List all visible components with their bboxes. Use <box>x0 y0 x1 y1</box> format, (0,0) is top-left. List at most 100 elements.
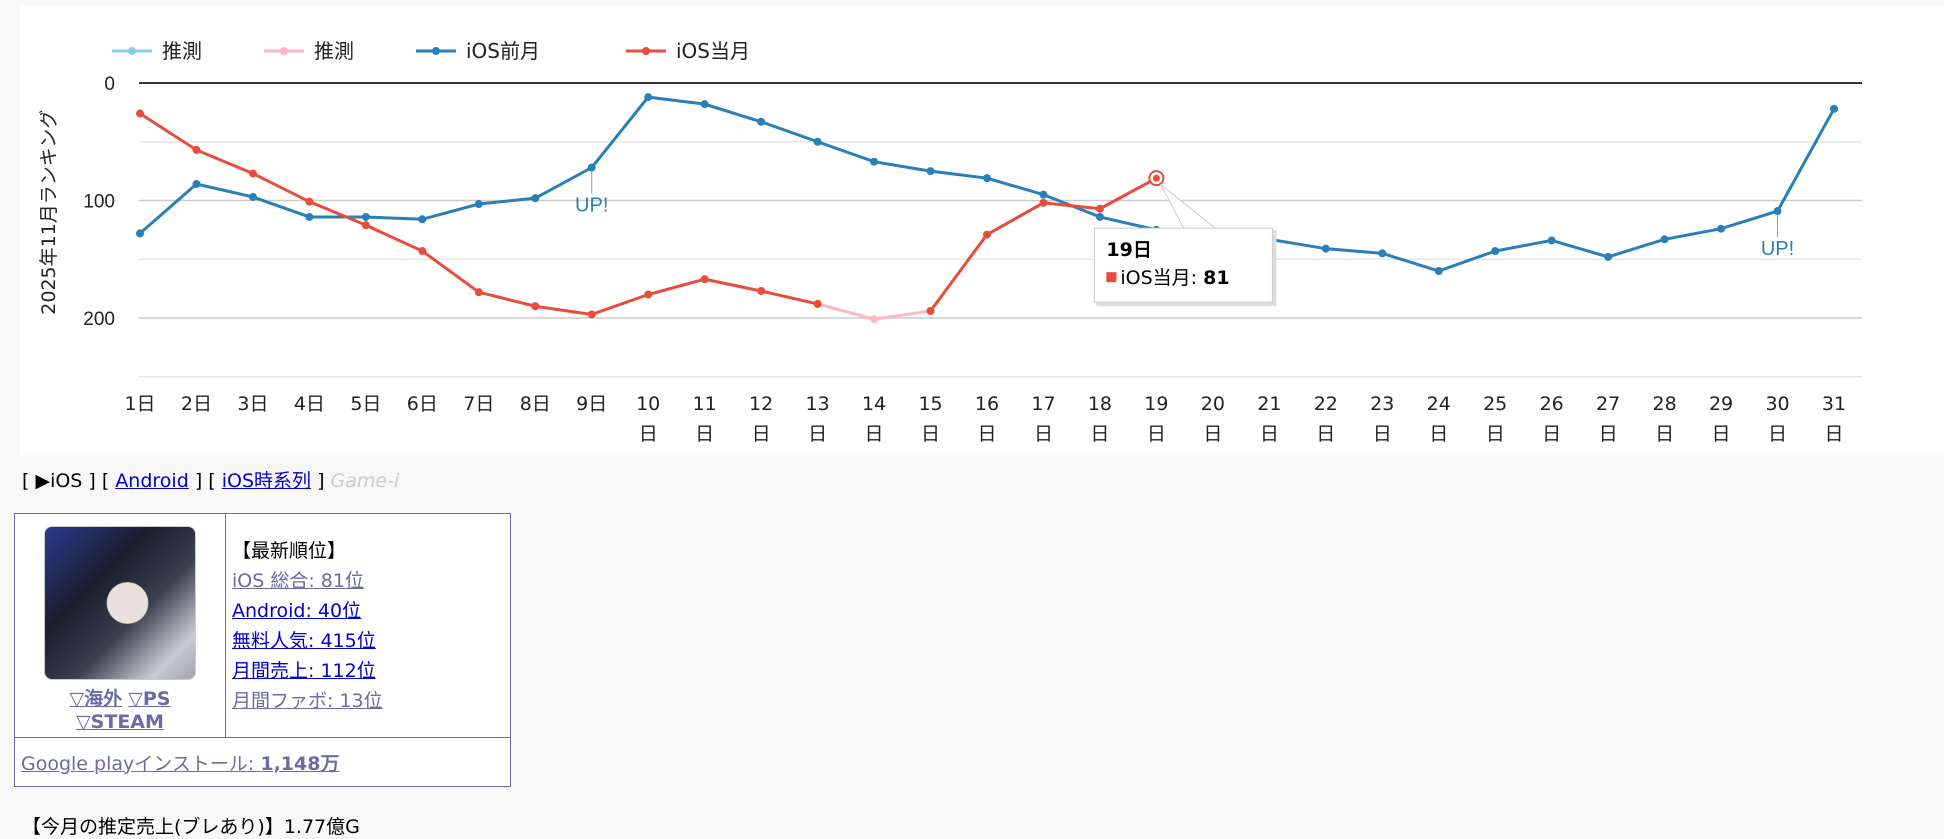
x-tick-text: 6日 <box>407 393 438 415</box>
latest-rank-cell: 【最新順位】 iOS 総合: 81位 Android: 40位 無料人気: 41… <box>225 513 511 738</box>
overseas-link[interactable]: ▽海外 <box>69 688 123 710</box>
rank-monthly-sales-link[interactable]: 月間売上: 112位 <box>232 659 376 682</box>
install-value: 1,148万 <box>260 752 340 775</box>
x-tick-text: 27 <box>1596 393 1620 415</box>
data-point-iOS前月 <box>1660 235 1669 244</box>
x-tick-label: 25 日 <box>1483 393 1507 445</box>
tooltip-focus-point <box>1152 174 1160 182</box>
x-tick-text: 16 <box>975 393 999 415</box>
x-tick-label: 24 日 <box>1427 393 1451 445</box>
data-point-iOS前月 <box>926 167 935 176</box>
x-tick-label: 17 日 <box>1031 393 1055 445</box>
x-tick-text: 日 <box>1034 423 1053 445</box>
bracket: ] <box>311 470 331 492</box>
latest-rank-heading: 【最新順位】 <box>232 539 347 562</box>
data-point-iOS前月 <box>1830 104 1838 113</box>
x-tick-text: 日 <box>1316 423 1335 445</box>
x-tick-label: 2日 <box>181 393 212 415</box>
data-point-iOS当月 <box>136 109 144 118</box>
legend-label: 推測 <box>162 39 202 63</box>
legend-label: 推測 <box>314 39 354 63</box>
x-tick-label: 29 日 <box>1709 393 1733 445</box>
x-tick-text: 11 <box>693 393 717 415</box>
ps-link[interactable]: ▽PS <box>128 688 171 710</box>
x-tick-label: 4日 <box>294 393 325 415</box>
x-tick-text: 14 <box>862 393 886 415</box>
data-point-iOS前月 <box>870 157 879 166</box>
nav-ios-timeseries-link[interactable]: iOS時系列 <box>221 470 312 492</box>
data-point-iOS当月 <box>361 221 370 230</box>
data-point-iOS当月 <box>474 288 483 297</box>
rank-monthly-fav-link[interactable]: 月間ファボ: 13位 <box>232 689 383 712</box>
data-point-iOS前月 <box>1604 252 1613 261</box>
x-tick-text: 18 <box>1088 393 1112 415</box>
rank-android-link[interactable]: Android: 40位 <box>232 599 362 622</box>
legend-marker <box>280 47 288 55</box>
bracket: ] [ <box>82 470 116 492</box>
x-tick-text: 28 <box>1653 393 1677 415</box>
x-tick-label: 7日 <box>463 393 494 415</box>
x-tick-text: 10 <box>636 393 660 415</box>
x-tick-text: 21 <box>1257 393 1281 415</box>
series-line-iOS前月 <box>139 95 1836 273</box>
platform-nav: [ ▶iOS ] [ Android ] [ iOS時系列 ] Game-i <box>22 466 399 493</box>
region-links: ▽海外 ▽PS ▽STEAM <box>16 684 224 733</box>
rank-ios-total-link[interactable]: iOS 総合: 81位 <box>232 569 364 592</box>
data-point-iOS前月 <box>1095 212 1104 221</box>
data-point-iOS当月 <box>531 302 540 311</box>
x-tick-text: 日 <box>1429 423 1448 445</box>
x-tick-text: 日 <box>1260 423 1279 445</box>
data-point-iOS前月 <box>361 212 370 221</box>
data-point-iOS前月 <box>1491 247 1500 256</box>
data-point-iOS前月 <box>474 200 483 209</box>
data-point-iOS当月 <box>926 306 935 315</box>
data-point-iOS前月 <box>1378 249 1387 258</box>
x-tick-text: 日 <box>1655 423 1674 445</box>
series-line-iOS当月 <box>139 112 818 317</box>
x-tick-text: 1日 <box>124 393 155 415</box>
data-point-iOS当月 <box>700 275 709 284</box>
legend-marker <box>128 47 136 55</box>
x-tick-text: 26 <box>1540 393 1564 415</box>
install-cell: Google playインストール: 1,148万 <box>14 737 511 787</box>
data-point-iOS当月 <box>418 247 427 256</box>
x-tick-label: 3日 <box>237 393 268 415</box>
x-tick-label: 16 日 <box>975 393 999 445</box>
ranking-chart-svg: 0 100 200 2025年11月ランキング 1日 2日 3日 4日 5日 6日 7日 8日 9日 10… <box>38 39 1862 445</box>
tooltip-box <box>1093 227 1273 303</box>
x-tick-text: 13 <box>806 393 830 415</box>
legend-marker <box>432 47 440 55</box>
steam-link[interactable]: ▽STEAM <box>76 711 164 733</box>
nav-android-link[interactable]: Android <box>115 470 189 492</box>
x-tick-text: 4日 <box>294 393 325 415</box>
tooltip-title: 19日 <box>1106 239 1151 261</box>
y-tick-label: 200 <box>83 309 115 330</box>
app-icon[interactable] <box>44 526 196 680</box>
data-point-iOS前月 <box>192 180 201 189</box>
x-tick-text: 日 <box>752 423 771 445</box>
x-tick-text: 日 <box>921 423 940 445</box>
bracket: [ <box>22 470 36 492</box>
data-point-iOS前月 <box>136 229 144 238</box>
data-point-iOS当月 <box>1095 204 1104 213</box>
x-tick-text: 日 <box>695 423 714 445</box>
x-tick-text: 23 <box>1370 393 1394 415</box>
app-icon-cell: ▽海外 ▽PS ▽STEAM <box>14 513 226 738</box>
data-point-iOS当月 <box>644 290 653 299</box>
x-tick-text: 日 <box>1373 423 1392 445</box>
legend-marker <box>642 47 650 55</box>
x-tick-label: 9日 <box>576 393 607 415</box>
data-point-iOS前月 <box>1039 190 1048 199</box>
data-point-iOS当月 <box>305 197 314 206</box>
x-tick-label: 15 日 <box>918 393 942 445</box>
legend-label: iOS当月 <box>676 39 750 63</box>
rank-free-link[interactable]: 無料人気: 415位 <box>232 629 376 652</box>
x-tick-text: 日 <box>808 423 827 445</box>
x-tick-label: 10 日 <box>636 393 660 445</box>
x-tick-label: 18 日 <box>1088 393 1112 445</box>
x-tick-label: 6日 <box>407 393 438 415</box>
install-link[interactable]: Google playインストール: 1,148万 <box>21 753 339 775</box>
x-tick-text: 日 <box>1768 423 1787 445</box>
x-tick-text: 12 <box>749 393 773 415</box>
tooltip-pointer <box>1159 183 1218 230</box>
